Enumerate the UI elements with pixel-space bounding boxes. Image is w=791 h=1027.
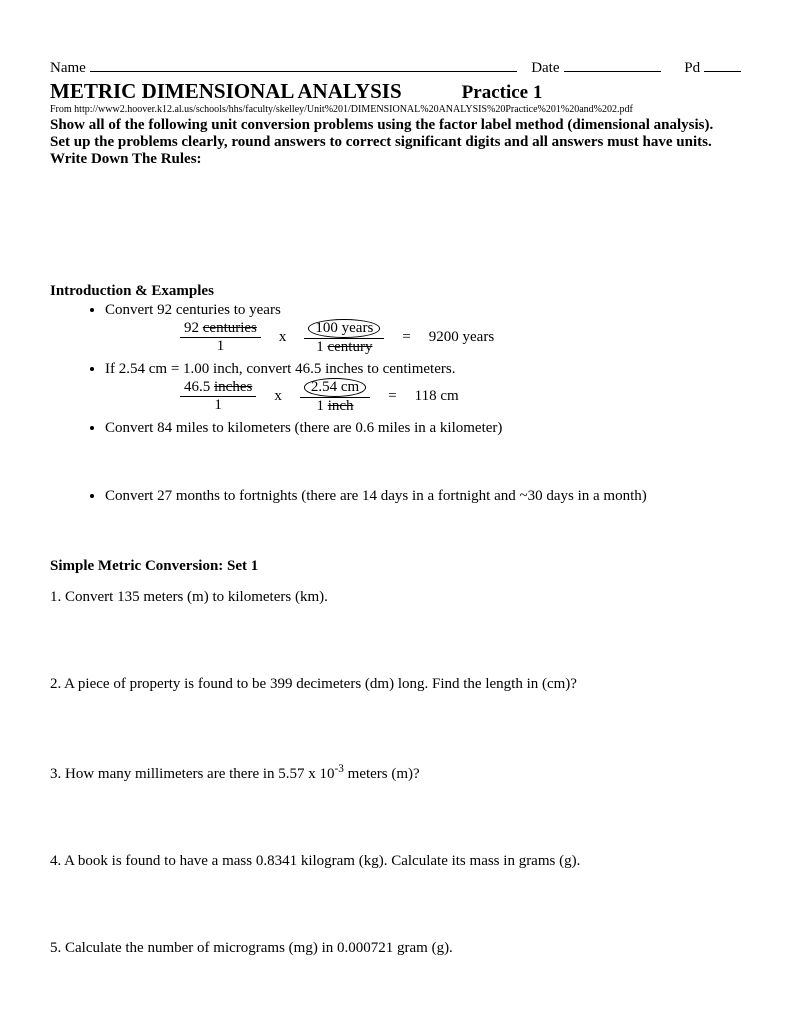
header-line: Name Date Pd [50,60,741,77]
instruction-line: Set up the problems clearly, round answe… [50,134,741,151]
example-text: Convert 92 centuries to years [105,302,741,319]
example-work: 92 centuries 1 x 100 years 1 century = 9… [180,319,741,355]
instruction-line: Show all of the following unit conversio… [50,117,741,134]
intro-heading: Introduction & Examples [50,283,741,300]
problem-item: 2. A piece of property is found to be 39… [50,676,741,693]
problem-item: 5. Calculate the number of micrograms (m… [50,940,741,957]
name-label: Name [50,60,86,77]
list-item: Convert 27 months to fortnights (there a… [105,488,741,550]
problem-item: 4. A book is found to have a mass 0.8341… [50,853,741,870]
fraction: 2.54 cm 1 inch [300,378,370,414]
title-line: METRIC DIMENSIONAL ANALYSIS Practice 1 [50,79,741,104]
pd-blank [704,71,741,72]
source-text: From http://www2.hoover.k12.al.us/school… [50,104,741,115]
operator: x [279,329,287,346]
fraction: 100 years 1 century [304,319,384,355]
equals: = [388,388,396,405]
operator: x [274,388,282,405]
main-title: METRIC DIMENSIONAL ANALYSIS [50,79,402,104]
set1-heading: Simple Metric Conversion: Set 1 [50,558,741,575]
equals: = [402,329,410,346]
instruction-line: Write Down The Rules: [50,151,741,168]
pd-label: Pd [684,60,700,77]
example-list: Convert 92 centuries to years 92 centuri… [50,302,741,550]
sub-title: Practice 1 [462,82,543,104]
instruction-text: Show all of the following unit conversio… [50,117,741,168]
list-item: If 2.54 cm = 1.00 inch, convert 46.5 inc… [105,361,741,414]
problem-item: 3. How many millimeters are there in 5.5… [50,763,741,783]
date-blank [564,71,661,72]
name-blank [90,71,518,72]
result: 9200 years [429,329,494,346]
example-text: If 2.54 cm = 1.00 inch, convert 46.5 inc… [105,361,741,378]
fraction: 92 centuries 1 [180,320,261,354]
example-work: 46.5 inches 1 x 2.54 cm 1 inch = 118 cm [180,378,741,414]
list-item: Convert 92 centuries to years 92 centuri… [105,302,741,355]
example-text: Convert 27 months to fortnights (there a… [105,488,741,505]
result: 118 cm [415,388,459,405]
example-text: Convert 84 miles to kilometers (there ar… [105,420,741,437]
list-item: Convert 84 miles to kilometers (there ar… [105,420,741,482]
date-label: Date [531,60,559,77]
fraction: 46.5 inches 1 [180,379,256,413]
problem-item: 1. Convert 135 meters (m) to kilometers … [50,589,741,606]
